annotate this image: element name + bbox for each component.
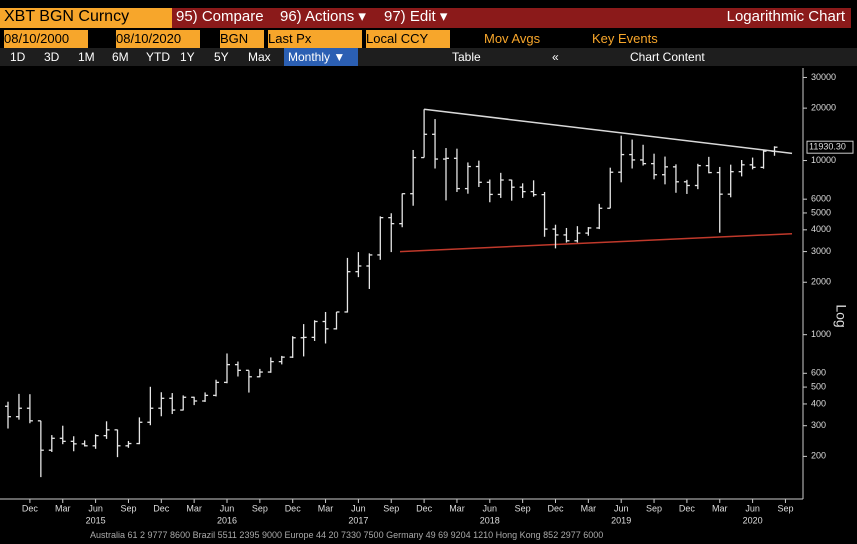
y-tick-label: 4000 (811, 224, 831, 234)
menu-actions[interactable]: 96) Actions ▾ (276, 8, 380, 28)
year-label: 2020 (743, 515, 763, 525)
x-tick-label: Dec (416, 503, 433, 513)
key-events[interactable]: Key Events (592, 31, 658, 46)
y-tick-label: 30000 (811, 72, 836, 82)
last-price-label: 11930.30 (809, 142, 846, 152)
chart-content[interactable]: Chart Content (630, 50, 705, 64)
collapse-button[interactable]: « (552, 50, 559, 64)
x-tick-label: Dec (679, 503, 696, 513)
y-tick-label: 300 (811, 420, 826, 430)
x-tick-label: Dec (547, 503, 564, 513)
table-button[interactable]: Table (452, 50, 481, 64)
trendline (399, 232, 793, 253)
x-tick-label: Sep (383, 503, 399, 513)
period-button[interactable]: 6M (112, 50, 129, 64)
year-label: 2018 (480, 515, 500, 525)
x-tick-label: Mar (186, 503, 202, 513)
end-date[interactable]: 08/10/2020 (116, 30, 200, 48)
ticker[interactable]: XBT BGN Curncy (0, 8, 174, 28)
y-tick-label: 10000 (811, 155, 836, 165)
y-tick-label: 3000 (811, 246, 831, 256)
x-tick-label: Dec (285, 503, 302, 513)
chart: 200 300 400 500 600 1000 2000 3000 4000 5000 6000 1… (0, 68, 854, 525)
x-tick-label: Jun (351, 503, 366, 513)
menu-compare[interactable]: 95) Compare (172, 8, 276, 28)
x-tick-label: Sep (777, 503, 793, 513)
x-tick-label: Sep (252, 503, 268, 513)
period-button[interactable]: 1D (10, 50, 26, 64)
frequency[interactable]: Monthly ▼ (284, 48, 358, 66)
x-tick-label: Mar (581, 503, 597, 513)
y-tick-label: 600 (811, 368, 826, 378)
x-tick-label: Jun (745, 503, 760, 513)
chart-title: Logarithmic Chart (460, 8, 851, 28)
menu-edit[interactable]: 97) Edit ▾ (380, 8, 460, 28)
y-tick-label: 400 (811, 398, 826, 408)
x-tick-label: Jun (614, 503, 629, 513)
currency[interactable]: Local CCY (366, 30, 450, 48)
year-label: 2015 (86, 515, 106, 525)
source[interactable]: BGN (220, 30, 264, 48)
x-tick-label: Sep (120, 503, 136, 513)
y-tick-label: 200 (811, 451, 826, 461)
y-tick-label: 500 (811, 381, 826, 391)
period-button[interactable]: 3D (44, 50, 60, 64)
x-tick-label: Mar (712, 503, 728, 513)
last-price-box (806, 140, 854, 154)
trendline (424, 108, 793, 155)
mov-avgs[interactable]: Mov Avgs (484, 31, 541, 46)
start-date[interactable]: 08/10/2000 (4, 30, 88, 48)
x-tick-label: Mar (449, 503, 465, 513)
x-tick-label: Mar (55, 503, 71, 513)
footer: Australia 61 2 9777 8600 Brazil 5511 239… (90, 530, 604, 540)
x-tick-label: Sep (515, 503, 531, 513)
period-button[interactable]: Max (248, 50, 271, 64)
period-button[interactable]: 1Y (180, 50, 195, 64)
y-tick-label: 6000 (811, 194, 831, 204)
toolbar (0, 48, 857, 66)
y-tick-label: 5000 (811, 207, 831, 217)
field[interactable]: Last Px (268, 30, 362, 48)
y-tick-label: 1000 (811, 329, 831, 339)
x-tick-label: Sep (646, 503, 662, 513)
period-button[interactable]: YTD (146, 50, 170, 64)
y-tick-label: 2000 (811, 277, 831, 287)
period-button[interactable]: 1M (78, 50, 95, 64)
y-tick-label: 20000 (811, 103, 836, 113)
x-tick-label: Mar (318, 503, 334, 513)
year-label: 2019 (611, 515, 631, 525)
x-tick-label: Jun (220, 503, 235, 513)
x-tick-label: Jun (88, 503, 103, 513)
x-tick-label: Dec (153, 503, 170, 513)
y-axis-label: Log (833, 304, 849, 327)
period-button[interactable]: 5Y (214, 50, 229, 64)
year-label: 2017 (348, 515, 368, 525)
x-tick-label: Dec (22, 503, 39, 513)
x-tick-label: Jun (483, 503, 498, 513)
year-label: 2016 (217, 515, 237, 525)
